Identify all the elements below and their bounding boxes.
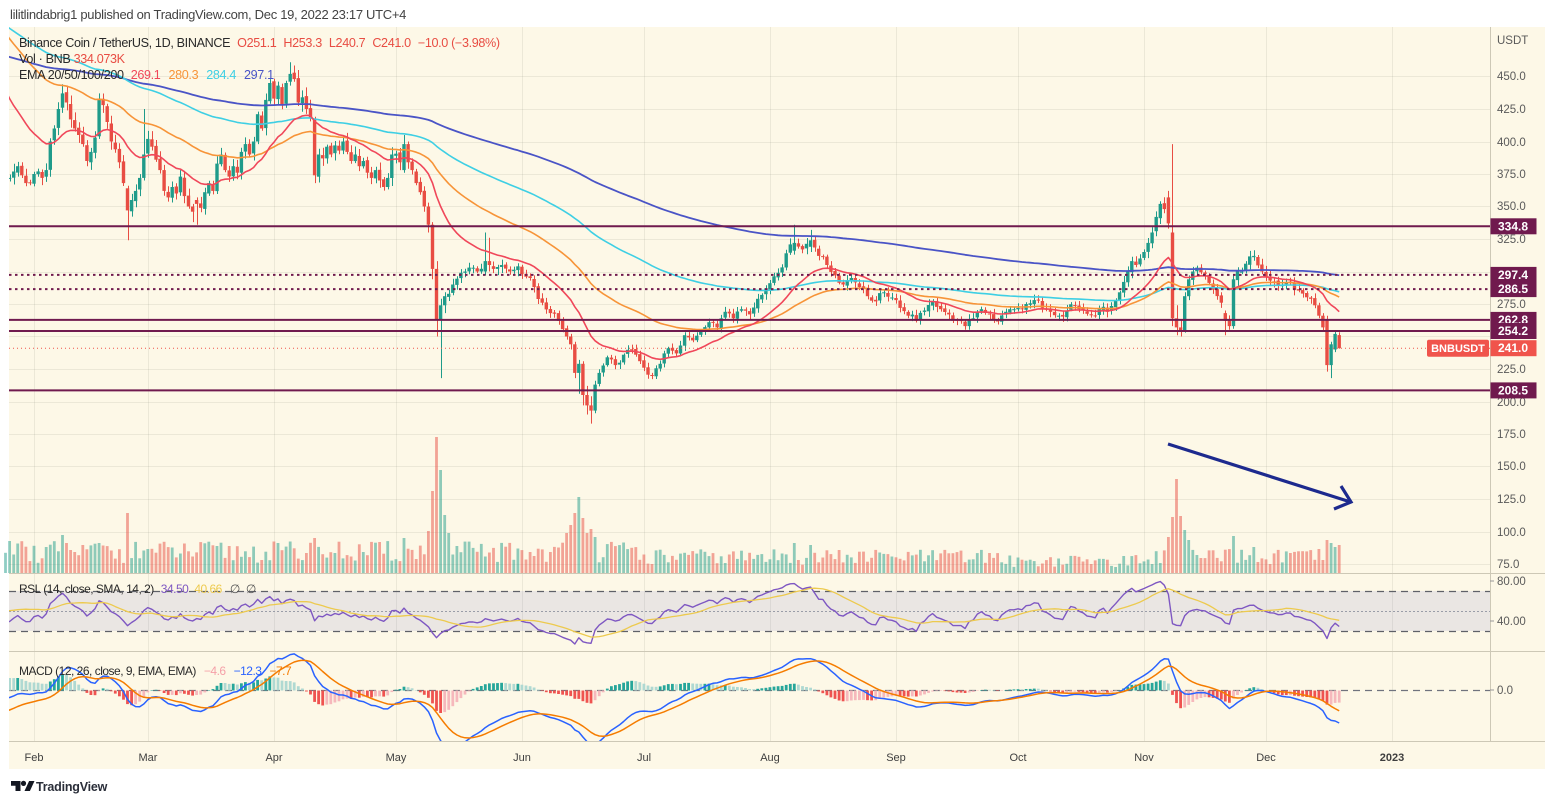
svg-text:Dec: Dec [1256,752,1276,764]
svg-text:Aug: Aug [760,752,780,764]
svg-text:lilitlindabrig1 published on T: lilitlindabrig1 published on TradingView… [10,7,406,22]
svg-text:297.4: 297.4 [1498,268,1528,282]
svg-text:241.0: 241.0 [1498,341,1528,355]
svg-text:TradingView: TradingView [36,780,108,794]
svg-text:Nov: Nov [1134,752,1154,764]
svg-text:2023: 2023 [1380,752,1404,764]
svg-text:0.0: 0.0 [1497,685,1513,697]
svg-text:80.00: 80.00 [1497,576,1526,588]
svg-text:Oct: Oct [1009,752,1026,764]
svg-text:254.2: 254.2 [1498,324,1528,338]
svg-text:100.0: 100.0 [1497,527,1526,539]
svg-text:40.00: 40.00 [1497,616,1526,628]
svg-text:RSL (14, close, SMA, 14, 2)34.: RSL (14, close, SMA, 14, 2) 34.50 40.66 ∅ ∅ [19,582,256,596]
svg-text:225.0: 225.0 [1497,364,1526,376]
svg-text:MACD (12, 26, close, 9, EMA, E: MACD (12, 26, close, 9, EMA, EMA) −4.6 −12… [19,664,292,678]
svg-text:375.0: 375.0 [1497,169,1526,181]
svg-text:200.0: 200.0 [1497,397,1526,409]
svg-text:286.5: 286.5 [1498,282,1528,296]
svg-text:325.0: 325.0 [1497,234,1526,246]
svg-text:Jun: Jun [513,752,531,764]
svg-text:Jul: Jul [637,752,651,764]
svg-text:USDT: USDT [1497,35,1528,47]
svg-text:75.0: 75.0 [1497,559,1519,571]
svg-text:450.0: 450.0 [1497,71,1526,83]
svg-text:Binance Coin / TetherUS, 1D, B: Binance Coin / TetherUS, 1D, BINANCE O251… [19,36,500,50]
svg-text:Sep: Sep [886,752,906,764]
svg-text:350.0: 350.0 [1497,201,1526,213]
svg-text:275.0: 275.0 [1497,299,1526,311]
svg-text:334.8: 334.8 [1498,219,1528,233]
svg-text:Feb: Feb [25,752,44,764]
svg-text:208.5: 208.5 [1498,383,1528,397]
svg-text:125.0: 125.0 [1497,494,1526,506]
svg-text:Apr: Apr [265,752,282,764]
svg-text:400.0: 400.0 [1497,137,1526,149]
svg-text:BNBUSDT: BNBUSDT [1431,343,1485,355]
svg-text:Mar: Mar [139,752,158,764]
svg-text:May: May [386,752,407,764]
svg-text:425.0: 425.0 [1497,104,1526,116]
svg-text:Vol · BNB 334.073K: Vol · BNB 334.073K [19,52,126,66]
svg-text:150.0: 150.0 [1497,461,1526,473]
svg-text:175.0: 175.0 [1497,429,1526,441]
